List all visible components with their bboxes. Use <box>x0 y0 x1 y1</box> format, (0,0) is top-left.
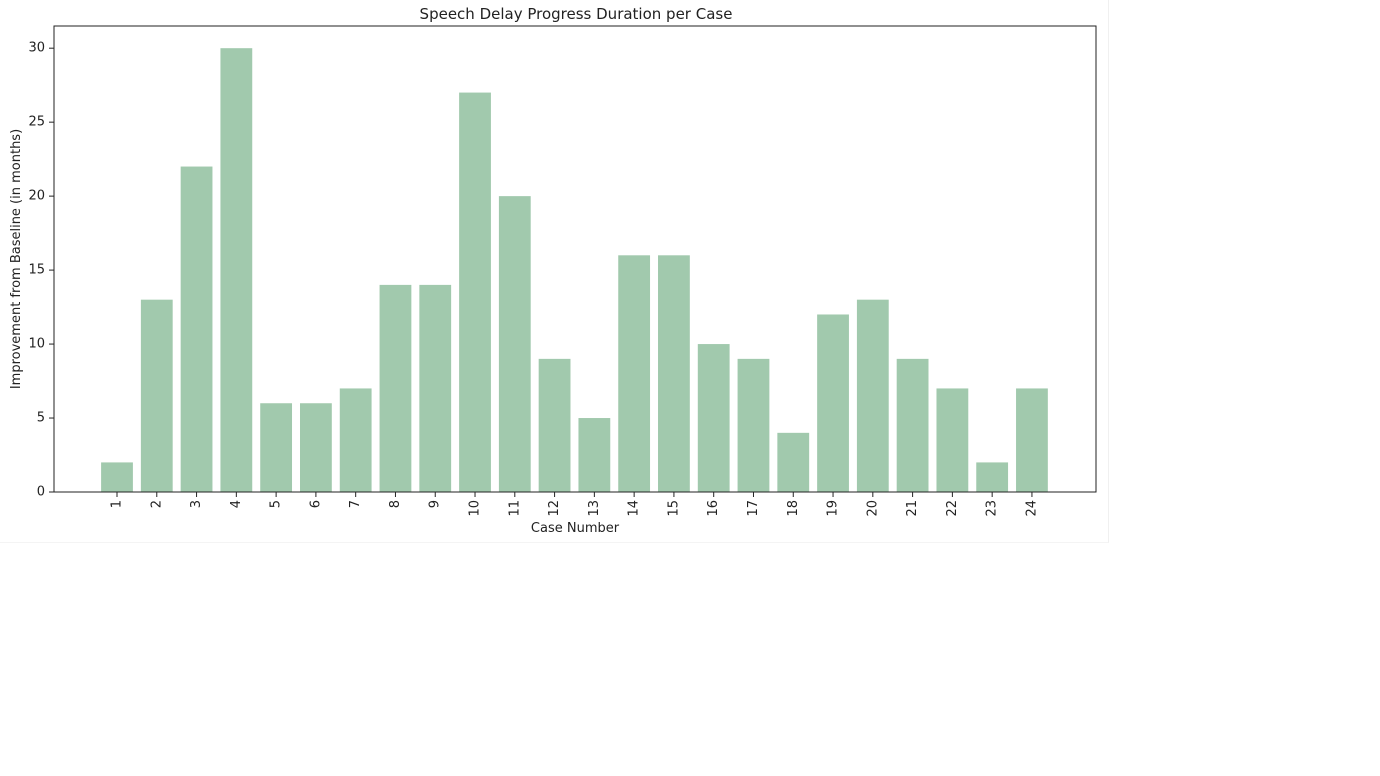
bar <box>618 255 651 492</box>
bar <box>777 432 810 492</box>
x-tick-label: 5 <box>269 500 284 508</box>
x-tick-label: 20 <box>865 500 880 517</box>
x-axis-label: Case Number <box>531 521 620 536</box>
x-tick-label: 16 <box>706 500 721 517</box>
bar <box>817 314 849 492</box>
x-tick-label: 14 <box>627 500 642 517</box>
x-tick-label: 3 <box>189 500 204 508</box>
y-axis-ticks: 0 5 10 15 20 25 30 <box>28 41 54 500</box>
bar <box>498 196 531 492</box>
x-tick-label: 17 <box>746 500 761 517</box>
bar <box>658 255 690 492</box>
bar <box>180 166 213 493</box>
bar <box>856 299 889 492</box>
bar <box>737 358 770 492</box>
x-tick-label: 12 <box>547 500 562 517</box>
x-tick-label: 7 <box>348 500 363 508</box>
bar <box>1016 388 1048 492</box>
bar <box>140 299 173 492</box>
bar <box>578 418 611 492</box>
plot-frame <box>53 25 1097 493</box>
bar <box>538 358 571 492</box>
x-axis-ticks: 1 2 3 4 5 6 7 8 9 10 11 12 13 14 15 16 17 18 19 20 21 22 23 24 <box>110 492 1039 517</box>
x-tick-label: 1 <box>110 500 125 508</box>
x-tick-label: 21 <box>905 500 920 517</box>
bar <box>419 284 452 492</box>
x-tick-label: 6 <box>308 500 323 508</box>
bar <box>936 388 969 492</box>
x-tick-label: 24 <box>1024 500 1039 517</box>
x-tick-label: 13 <box>587 500 602 517</box>
y-tick-label: 0 <box>37 485 45 500</box>
bar <box>896 358 929 492</box>
chart-panel: Speech Delay Progress Duration per Case … <box>0 0 1109 543</box>
x-tick-label: 18 <box>786 500 801 517</box>
y-tick-label: 10 <box>28 337 45 352</box>
x-tick-label: 4 <box>229 500 244 508</box>
bar <box>220 48 253 492</box>
bar <box>260 403 293 492</box>
y-tick-label: 20 <box>28 189 45 204</box>
x-tick-label: 15 <box>666 500 681 517</box>
chart-title: Speech Delay Progress Duration per Case <box>420 5 733 23</box>
bar <box>976 462 1009 492</box>
bar <box>300 403 332 492</box>
bar <box>459 92 491 492</box>
y-axis-label: Improvement from Baseline (in months) <box>9 129 24 389</box>
y-tick-label: 30 <box>28 41 45 56</box>
bar <box>339 388 372 492</box>
y-tick-label: 25 <box>28 115 45 130</box>
x-tick-label: 23 <box>985 500 1000 517</box>
bars-group <box>101 48 1048 493</box>
bar <box>697 344 730 492</box>
x-tick-label: 10 <box>468 500 483 517</box>
bar <box>379 284 412 492</box>
bar-chart: Speech Delay Progress Duration per Case … <box>9 5 1097 536</box>
x-tick-label: 11 <box>507 500 522 517</box>
y-tick-label: 5 <box>37 411 45 426</box>
bar <box>101 462 133 492</box>
x-tick-label: 22 <box>945 500 960 517</box>
y-tick-label: 15 <box>28 263 45 278</box>
x-tick-label: 2 <box>149 500 164 508</box>
x-tick-label: 9 <box>428 500 443 508</box>
x-tick-label: 19 <box>826 500 841 517</box>
x-tick-label: 8 <box>388 500 403 508</box>
